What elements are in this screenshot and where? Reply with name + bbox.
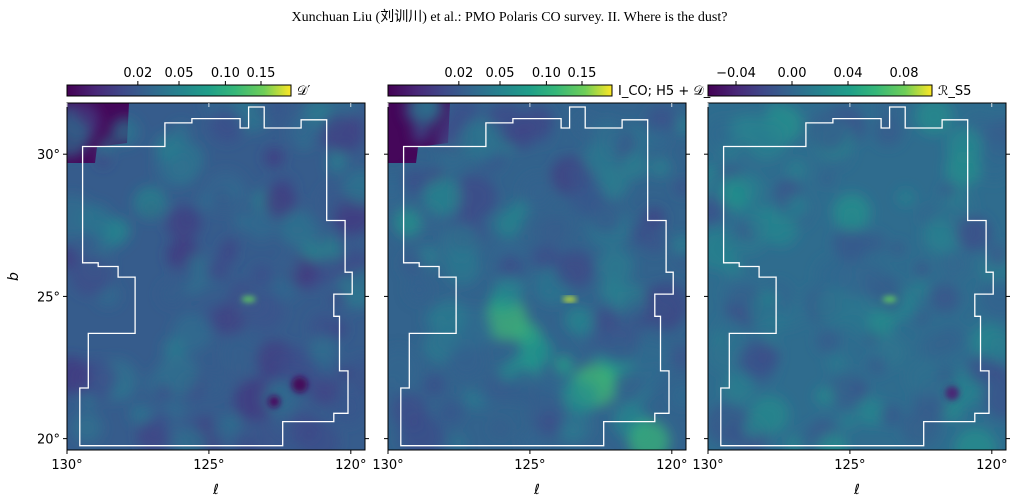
colorbar-tick-label: 0.05 (486, 66, 515, 81)
panel-frame-2 (387, 102, 687, 451)
survey-outline-1 (79, 106, 353, 447)
colorbar-1: 0.02 0.05 0.10 0.15 𝒟′ (66, 66, 310, 99)
colorbar-2: 0.02 0.05 0.10 0.15I_CO; H5 + 𝒟_fit; S5 (387, 66, 749, 99)
colorbar-label: 𝒟′ (297, 84, 310, 99)
colorbar-tick-label: 0.15 (247, 66, 276, 81)
header-etal: et al.: (430, 10, 462, 25)
colorbar-tick-label: 0.02 (123, 66, 152, 81)
x-axis-label: ℓ (853, 482, 860, 498)
header-author: Xunchuan Liu (刘训川) (291, 10, 427, 25)
panel-2: 130° 125° 120°ℓ0.02 0.05 0.10 0.15I_CO; H5 + … (372, 66, 749, 498)
x-tick-label: 125° (834, 458, 865, 473)
colorbar-tick-label: 0.00 (778, 66, 807, 81)
y-tick-label: 25° (37, 290, 60, 305)
y-axis-label: b (6, 272, 22, 281)
colorbar-tick-label: 0.10 (532, 66, 561, 81)
colorbar-3: −0.04 0.00 0.04 0.08 ℛ_S5 (707, 66, 971, 99)
heatmap-1 (67, 103, 365, 450)
x-tick-label: 120° (335, 458, 366, 473)
panel-3: 130° 125° 120° ℓ −0.04 0.00 0.04 0.08 ℛ_S5 (692, 66, 1010, 498)
colorbar-tick-label: 0.04 (834, 66, 863, 81)
panel-frame-3 (707, 102, 1007, 451)
x-tick-label: 120° (656, 458, 687, 473)
colorbar-tick-label: 0.15 (568, 66, 597, 81)
survey-outline-3 (720, 106, 994, 447)
running-header: Xunchuan Liu (刘训川) et al.: PMO Polaris C… (0, 6, 1019, 26)
header-title: PMO Polaris CO survey. II. Where is the … (464, 10, 728, 25)
x-tick-label: 125° (514, 458, 545, 473)
y-tick-label: 20° (37, 433, 60, 448)
heatmap-2 (388, 103, 686, 450)
x-tick-label: 130° (372, 458, 403, 473)
colorbar-tick-label: 0.08 (890, 66, 919, 81)
colorbar-tick-label: 0.02 (444, 66, 473, 81)
x-axis-label: ℓ (212, 482, 219, 498)
colorbar-tick-label: 0.05 (165, 66, 194, 81)
panel-1: 130° 125° 120° 30° 25° 20° ℓ b 0.02 0.05 0.10 0.15 𝒟… (6, 66, 369, 498)
x-tick-label: 125° (193, 458, 224, 473)
x-axis-label: ℓ (533, 482, 540, 498)
colorbar-tick-label: 0.10 (211, 66, 240, 81)
colorbar-tick-label: −0.04 (716, 66, 756, 81)
survey-outline-2 (400, 106, 674, 447)
colorbar-label: ℛ_S5 (938, 84, 971, 99)
panel-frame-1 (66, 102, 366, 451)
y-tick-label: 30° (37, 148, 60, 163)
x-tick-label: 120° (976, 458, 1007, 473)
x-tick-label: 130° (692, 458, 723, 473)
x-tick-label: 130° (51, 458, 82, 473)
heatmap-3 (708, 103, 1006, 450)
